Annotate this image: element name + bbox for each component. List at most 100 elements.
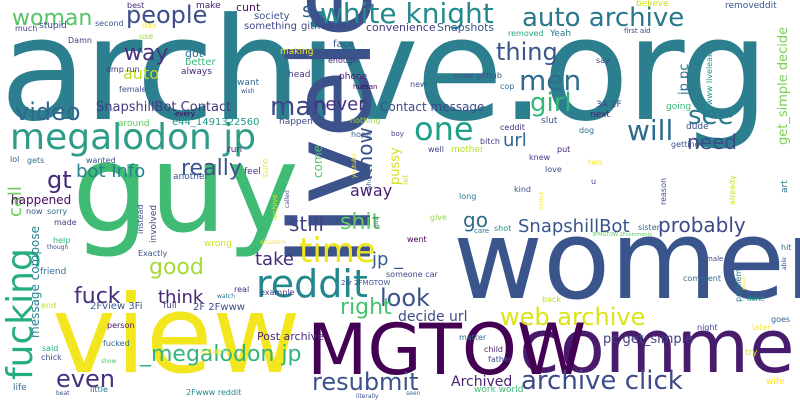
word-little: little	[90, 385, 108, 394]
word-amp-run: amp run	[106, 65, 140, 74]
word-girl: girl	[530, 88, 572, 118]
word-goes: goes	[771, 315, 791, 324]
word-shit: shit	[340, 210, 381, 235]
word-removed: removed	[508, 29, 544, 38]
word-happen: happen	[279, 117, 313, 127]
word-seen: seen	[406, 390, 421, 397]
word-real: real	[234, 285, 250, 294]
word-convenience: convenience	[366, 21, 436, 34]
word-fucked: fucked	[103, 339, 130, 348]
word-men: men	[519, 64, 582, 97]
word-sorry: sorry	[47, 207, 68, 216]
word-want: want	[237, 78, 260, 88]
word-sure: sure	[261, 158, 271, 178]
word-mother: mother	[451, 145, 484, 155]
word-always: always	[181, 67, 212, 77]
word-let: let	[401, 174, 410, 185]
word-wanted: wanted	[86, 156, 116, 165]
word-called: called	[284, 190, 291, 208]
word-take: take	[255, 249, 294, 270]
word-think: think	[158, 287, 204, 308]
word-father: father	[488, 355, 513, 364]
word-making: making	[280, 47, 314, 57]
word-bot-info: bot Info	[76, 161, 146, 182]
word-archive-small: archive	[271, 194, 279, 220]
word-care: care	[474, 227, 490, 235]
word-guy: guy	[72, 118, 299, 260]
word-will: will	[627, 114, 674, 147]
word-full: full	[163, 301, 177, 311]
word-watch: watch	[217, 293, 236, 300]
word-archive-click: archive click	[521, 366, 683, 396]
word-youtube: youtube	[351, 153, 358, 178]
word-mean: mean	[337, 48, 360, 57]
word-able: able	[781, 257, 788, 270]
word-megalodon-jp-underscore: _megalodon jp	[140, 342, 302, 367]
word-feel: feel	[244, 167, 261, 177]
word-come: come	[311, 144, 325, 178]
word-literally: literally	[356, 393, 379, 400]
word-back: back	[542, 295, 562, 304]
word-auto-archive: auto archive	[522, 3, 685, 33]
word-2fr-2fmgtow: 2Fr 2FMGTOW	[341, 279, 391, 287]
word-snapshillbot: SnapshillBot	[518, 216, 630, 237]
word-one: one	[414, 110, 474, 148]
word-chick: chick	[41, 353, 62, 362]
word-though: though	[47, 244, 69, 251]
word-url: url	[503, 130, 527, 151]
word-reason: reason	[659, 177, 668, 205]
word-even: even	[56, 365, 115, 393]
word-3fmgtow-2fcomments: 3FMGTOW 2Fcomments	[592, 232, 653, 238]
word-u: u	[591, 177, 597, 186]
word-stupid: stupid	[39, 21, 67, 31]
word-night: night	[697, 323, 718, 332]
word-really: really	[181, 156, 242, 181]
word-see: see	[688, 101, 734, 131]
word-use: use	[139, 32, 154, 41]
word-made: made	[54, 218, 77, 227]
word-much: much	[15, 24, 38, 33]
word-say: say	[596, 56, 610, 65]
word-long: long	[459, 192, 477, 201]
word-bitch: bitch	[480, 137, 500, 146]
word-auto: auto	[123, 64, 160, 83]
word-thing: thing	[496, 38, 558, 66]
word-woman: woman	[12, 6, 93, 31]
word-another: another	[173, 172, 209, 182]
word-help: help	[53, 236, 71, 245]
word-person: person	[107, 321, 135, 330]
word-give: give	[430, 213, 447, 222]
word-work-world: work world	[474, 385, 524, 395]
word-cop: cop	[500, 82, 515, 91]
word-whore: whore	[366, 171, 373, 190]
word-now: now	[26, 207, 43, 216]
word-matter: matter	[459, 333, 487, 342]
word-someone-car: someone car	[386, 270, 438, 279]
word-actually: actually	[200, 347, 232, 356]
word-two: two	[588, 158, 603, 167]
word-run: run	[227, 145, 243, 155]
word-end: end	[41, 301, 57, 310]
word-jp-underscore: jp _	[372, 249, 404, 270]
word-never: never	[314, 94, 366, 115]
word-mgtow: MGTOW	[307, 309, 587, 391]
word-wrong: wrong	[204, 239, 232, 249]
word-phone: phone	[339, 72, 368, 82]
word-art: art	[780, 180, 790, 193]
word-hope: hope	[351, 130, 371, 139]
word-look: look	[380, 284, 430, 312]
word-child: child	[484, 345, 503, 354]
word-new: new	[410, 80, 427, 89]
word-post: post	[741, 277, 748, 290]
word-god: god	[373, 216, 380, 228]
word-right: right	[340, 295, 392, 320]
word-well: well	[428, 145, 444, 154]
word-slut: slut	[541, 116, 558, 126]
word-lol: lol	[10, 155, 20, 164]
word-believe: believe	[636, 0, 669, 9]
word-better: better	[185, 57, 216, 68]
word-comments: comments	[519, 304, 800, 390]
word-good: good	[149, 255, 204, 280]
word-shot: shot	[494, 224, 512, 233]
